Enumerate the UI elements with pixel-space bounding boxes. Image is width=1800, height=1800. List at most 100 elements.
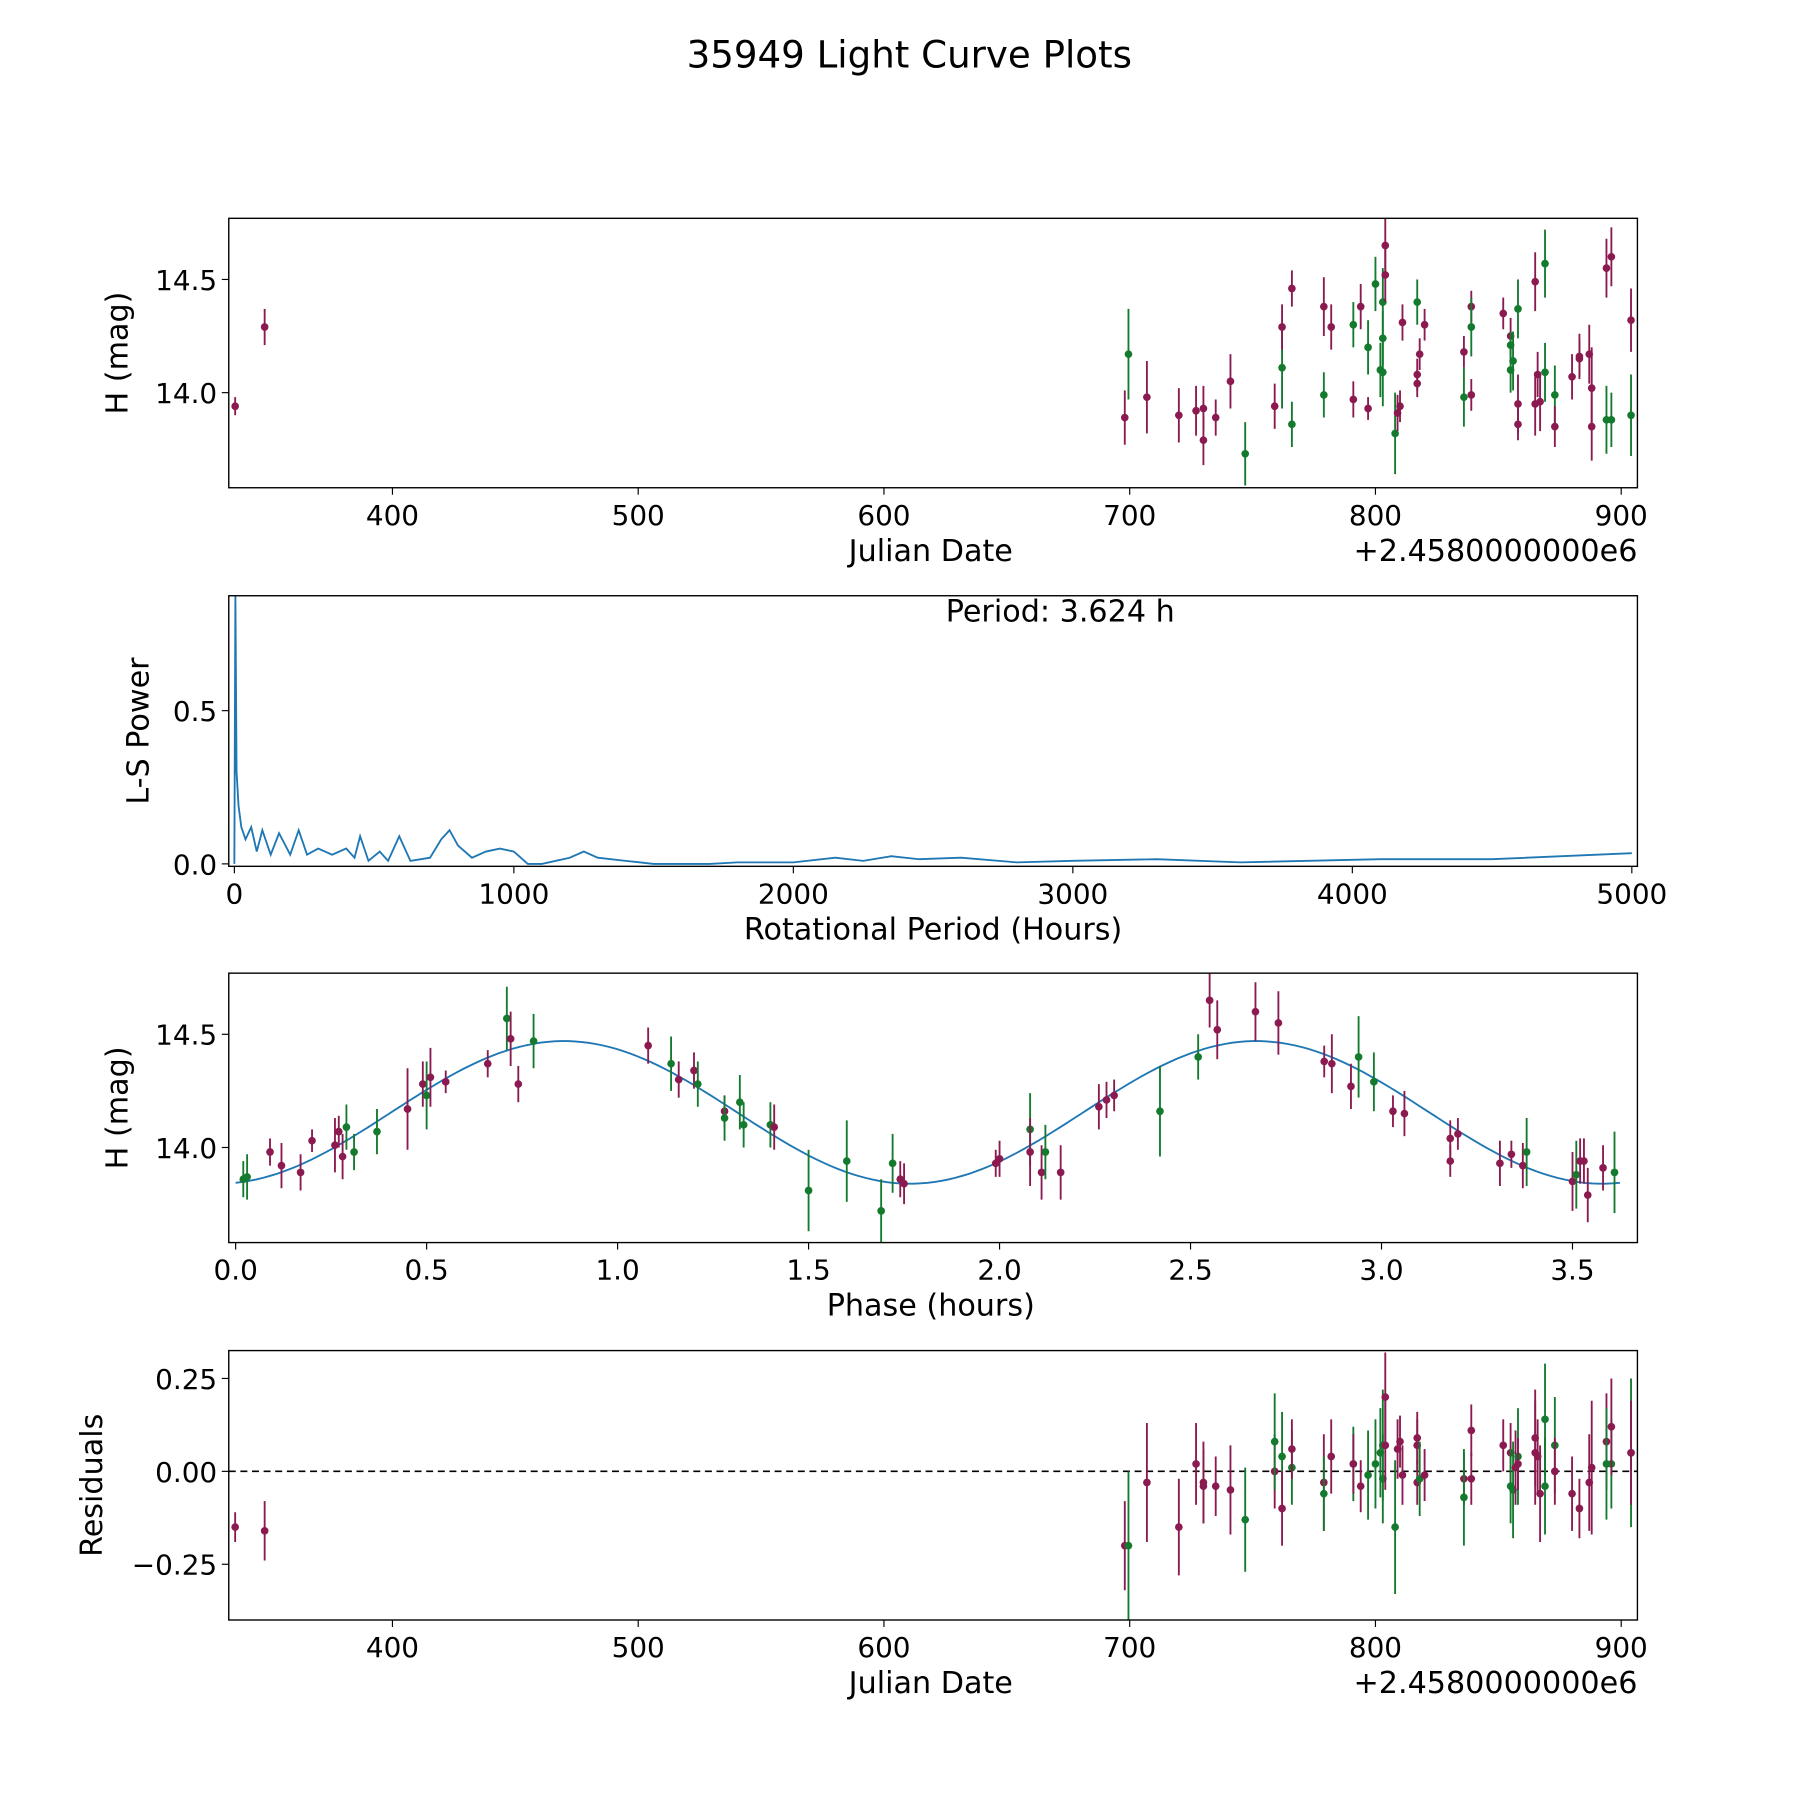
data-point (1627, 411, 1635, 420)
data-point (277, 1161, 286, 1170)
data-point (418, 1080, 427, 1088)
y-axis-label: H (mag) (101, 292, 136, 415)
data-point (1575, 354, 1584, 363)
data-point (1398, 318, 1407, 327)
data-point (1575, 1504, 1584, 1513)
data-point (1400, 1109, 1409, 1118)
periodogram-line (233, 595, 1632, 865)
data-point (1110, 1091, 1118, 1100)
data-point (1205, 996, 1214, 1005)
x-tick-label: 600 (857, 499, 910, 532)
data-point (1519, 1161, 1527, 1170)
axes-frame (228, 595, 1639, 868)
data-point (1551, 1467, 1559, 1476)
data-point (1514, 1460, 1522, 1468)
y-tick-label: 0.5 (173, 695, 217, 728)
data-point (900, 1179, 908, 1188)
data-point (1460, 348, 1468, 356)
x-tick-label: 1000 (478, 877, 549, 910)
data-point (1587, 422, 1596, 431)
data-point (1371, 1460, 1380, 1468)
data-point (693, 1080, 702, 1088)
data-point (1610, 1168, 1619, 1177)
data-point (1454, 1130, 1462, 1138)
data-point (720, 1114, 729, 1122)
data-point (1541, 368, 1549, 377)
data-point (1389, 1107, 1397, 1116)
data-point (373, 1127, 381, 1136)
data-point (877, 1207, 885, 1215)
data-point (1320, 302, 1328, 311)
data-point (506, 1034, 515, 1043)
data-point (514, 1080, 523, 1088)
data-point (1467, 1426, 1476, 1435)
data-point (342, 1123, 351, 1131)
x-offset-label: +2.4580000000e6 (1353, 534, 1637, 569)
data-point (1349, 395, 1358, 404)
data-point (1536, 397, 1544, 406)
data-point (1413, 298, 1422, 306)
x-tick-label: 0.0 (213, 1254, 257, 1287)
data-point (1199, 404, 1208, 413)
data-point (1327, 1452, 1336, 1461)
data-point (426, 1073, 435, 1082)
axes-frame (228, 1349, 1639, 1621)
data-point (1396, 402, 1404, 411)
residuals-panel: 400 500 600 700 800 900 0.25 0.00 −0.25 Julian Da… (75, 1349, 1648, 1701)
data-point (1599, 1164, 1607, 1172)
data-point (1460, 1493, 1468, 1502)
y-axis-label: Residuals (75, 1414, 110, 1557)
y-tick-label: 14.5 (155, 264, 217, 297)
data-point (1420, 1471, 1429, 1479)
data-point (1602, 264, 1611, 272)
data-point (1199, 1478, 1208, 1487)
data-point (1143, 1478, 1151, 1487)
data-point (1541, 259, 1549, 268)
data-point (1391, 429, 1399, 438)
data-point (350, 1148, 358, 1156)
phased-curve-panel: 0.0 0.5 1.0 1.5 2.0 2.5 3.0 3.5 14.0 14.5 Phase (h… (101, 972, 1639, 1324)
data-point (1627, 316, 1635, 325)
y-axis-label: L-S Power (122, 657, 157, 805)
x-tick-label: 700 (1103, 1631, 1156, 1664)
data-point (1124, 1541, 1133, 1550)
data-point (1251, 1007, 1260, 1016)
data-point (1192, 1460, 1200, 1468)
plot-area (235, 973, 1620, 1243)
data-point (338, 1152, 347, 1161)
data-point (1356, 302, 1365, 311)
data-point (1211, 413, 1220, 422)
data-point (331, 1141, 339, 1150)
data-point (1364, 404, 1372, 413)
light-curve-panel: 400 500 600 700 800 900 14.0 14.5 Julian Date H (… (101, 217, 1648, 569)
data-point (1415, 350, 1424, 358)
data-point (308, 1136, 316, 1145)
data-point (1370, 1078, 1378, 1086)
data-point (1580, 1157, 1588, 1165)
data-point (1568, 372, 1576, 381)
data-point (1354, 1053, 1363, 1061)
data-point (1541, 1482, 1549, 1491)
data-point (1213, 1025, 1222, 1034)
data-point (503, 1014, 511, 1023)
data-point (1320, 1057, 1329, 1066)
data-point (260, 1526, 269, 1535)
data-point (1056, 1168, 1065, 1177)
data-point (1328, 1059, 1336, 1068)
x-tick-label: 3.5 (1550, 1254, 1594, 1287)
data-point (1175, 1523, 1183, 1531)
y-tick-label: 0.0 (173, 848, 217, 881)
data-point (1514, 305, 1522, 313)
data-point (1531, 277, 1540, 286)
data-point (1288, 284, 1296, 293)
data-point (1364, 343, 1372, 352)
data-point (1241, 1515, 1250, 1524)
data-point (1541, 1415, 1549, 1424)
data-point (1568, 1489, 1576, 1498)
data-point (1124, 350, 1133, 358)
data-point (1026, 1148, 1034, 1156)
data-point (1522, 1148, 1531, 1156)
data-point (1607, 415, 1616, 424)
data-point (1041, 1148, 1050, 1156)
data-point (1572, 1170, 1581, 1179)
